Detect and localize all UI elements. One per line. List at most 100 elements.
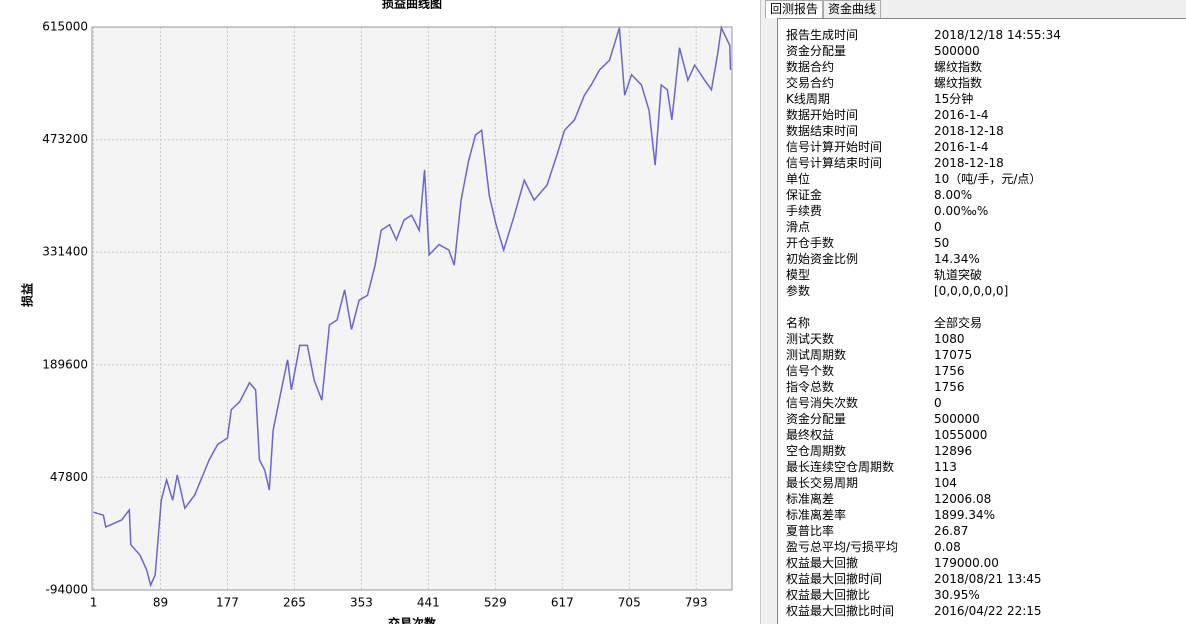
report-label: 权益最大回撤 xyxy=(786,556,859,570)
report-label: 权益最大回撤时间 xyxy=(786,572,883,586)
x-tick-label: 617 xyxy=(551,596,574,610)
report-label: 报告生成时间 xyxy=(786,28,859,42)
x-tick-label: 1 xyxy=(90,596,98,610)
report-row: 数据合约 螺纹指数 xyxy=(786,59,982,75)
report-label: 最长交易周期 xyxy=(786,476,859,490)
x-tick-label: 177 xyxy=(216,596,239,610)
report-value: 2018/08/21 13:45 xyxy=(934,572,1042,586)
report-value: 1080 xyxy=(934,332,965,346)
report-label: 测试天数 xyxy=(786,332,835,346)
report-row: 滑点 0 xyxy=(786,219,942,235)
report-row: 资金分配量 500000 xyxy=(786,411,980,427)
report-value: 2016-1-4 xyxy=(934,140,989,154)
report-row: 名称 全部交易 xyxy=(786,315,982,331)
report-row: 权益最大回撤 179000.00 xyxy=(786,555,999,571)
report-label: 信号个数 xyxy=(786,364,835,378)
report-value: 15分钟 xyxy=(934,92,974,106)
report-value: 1055000 xyxy=(934,428,988,442)
plot-area xyxy=(92,27,732,590)
report-value: 113 xyxy=(934,460,957,474)
report-box: 报告生成时间 2018/12/18 14:55:34 资金分配量 500000 数据合约… xyxy=(777,18,1186,624)
x-tick-label: 793 xyxy=(685,596,708,610)
report-label: 最长连续空仓周期数 xyxy=(786,460,895,474)
report-label: 数据开始时间 xyxy=(786,108,859,122)
report-row: 权益最大回撤比时间 2016/04/22 22:15 xyxy=(786,603,1042,619)
report-row: 报告生成时间 2018/12/18 14:55:34 xyxy=(786,27,1061,43)
report-row: 最长连续空仓周期数 113 xyxy=(786,459,957,475)
tab[interactable]: 资金曲线 xyxy=(823,0,882,18)
report-value: 0.00‰% xyxy=(934,204,989,218)
report-row: 模型 轨道突破 xyxy=(786,267,982,283)
report-row: 指令总数 1756 xyxy=(786,379,965,395)
x-tick-label: 265 xyxy=(283,596,306,610)
report-value: 104 xyxy=(934,476,957,490)
report-label: 单位 xyxy=(786,172,811,186)
y-tick-label: 473200 xyxy=(42,132,88,146)
y-tick-label: 615000 xyxy=(42,20,88,34)
report-row: 最终权益 1055000 xyxy=(786,427,987,443)
report-panel: 回测报告 资金曲线 报告生成时间 2018/12/18 14:55:34 资金分配量… xyxy=(760,0,1186,624)
report-row: 信号计算开始时间 2016-1-4 xyxy=(786,139,988,155)
report-row: 权益最大回撤时间 2018/08/21 13:45 xyxy=(786,571,1042,587)
report-value: 轨道突破 xyxy=(934,268,983,282)
report-value: [0,0,0,0,0,0] xyxy=(934,284,1009,298)
y-axis-label: 损益 xyxy=(20,283,35,307)
report-value: 1756 xyxy=(934,380,965,394)
tab-bar: 回测报告 资金曲线 xyxy=(765,0,882,18)
report-label: 夏普比率 xyxy=(786,524,835,538)
report-row: 测试天数 1080 xyxy=(786,331,965,347)
report-row: 资金分配量 500000 xyxy=(786,43,980,59)
report-value: 50 xyxy=(934,236,950,250)
report-value: 2018-12-18 xyxy=(934,156,1004,170)
report-value: 17075 xyxy=(934,348,973,362)
report-label: K线周期 xyxy=(786,92,830,106)
report-row: 交易合约 螺纹指数 xyxy=(786,75,982,91)
report-row: 信号消失次数 0 xyxy=(786,395,942,411)
x-tick-label: 705 xyxy=(618,596,641,610)
report-label: 保证金 xyxy=(786,188,823,202)
y-tick-label: -94000 xyxy=(45,583,88,597)
report-value: 螺纹指数 xyxy=(934,76,983,90)
report-label: 资金分配量 xyxy=(786,44,847,58)
chart: 损益曲线图 交易次数 损益 -94000 47800 189600 331400 473… xyxy=(20,0,733,624)
report-row: 数据结束时间 2018-12-18 xyxy=(786,123,1004,139)
report-row: 盈亏总平均/亏损平均 0.08 xyxy=(786,539,961,555)
report-label: 参数 xyxy=(786,284,811,298)
report-label: 标准离差率 xyxy=(786,508,847,522)
report-label: 初始资金比例 xyxy=(786,252,859,266)
report-value: 0 xyxy=(934,396,942,410)
report-value: 1899.34% xyxy=(934,508,996,522)
report-label: 标准离差 xyxy=(786,492,835,506)
report-row: 手续费 0.00‰% xyxy=(786,203,988,219)
report-label: 权益最大回撤比时间 xyxy=(786,604,895,618)
report-label: 数据合约 xyxy=(786,60,835,74)
x-axis-label: 交易次数 xyxy=(388,616,437,624)
report-value: 179000.00 xyxy=(934,556,999,570)
report-row: 最长交易周期 104 xyxy=(786,475,957,491)
report-label: 最终权益 xyxy=(786,428,835,442)
report-value: 1756 xyxy=(934,364,965,378)
y-tick-label: 331400 xyxy=(42,245,88,259)
report-label: 开仓手数 xyxy=(786,236,835,250)
report-value: 全部交易 xyxy=(934,316,983,330)
report-label: 手续费 xyxy=(786,204,823,218)
report-value: 12896 xyxy=(934,444,973,458)
report-value: 500000 xyxy=(934,412,980,426)
report-label: 指令总数 xyxy=(786,380,835,394)
report-row: K线周期 15分钟 xyxy=(786,91,973,107)
report-value: 10（吨/手，元/点） xyxy=(934,172,1042,186)
x-tick-label: 441 xyxy=(417,596,440,610)
report-value: 螺纹指数 xyxy=(934,60,983,74)
report-row: 保证金 8.00% xyxy=(786,187,972,203)
report-label: 盈亏总平均/亏损平均 xyxy=(786,540,899,554)
report-value: 26.87 xyxy=(934,524,969,538)
report-value: 2016/04/22 22:15 xyxy=(934,604,1042,618)
report-label: 资金分配量 xyxy=(786,412,847,426)
report-value: 500000 xyxy=(934,44,980,58)
report-value: 8.00% xyxy=(934,188,973,202)
y-tick-label: 47800 xyxy=(50,470,88,484)
report-row: 初始资金比例 14.34% xyxy=(786,251,980,267)
report-value: 2016-1-4 xyxy=(934,108,989,122)
tab[interactable]: 回测报告 xyxy=(765,0,824,18)
